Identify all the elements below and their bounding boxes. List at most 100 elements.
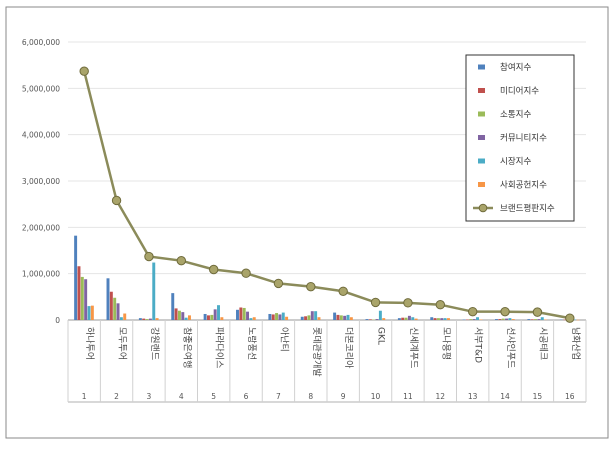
bar xyxy=(479,319,483,321)
x-category-number: 7 xyxy=(276,392,281,401)
bar xyxy=(87,306,91,320)
legend-swatch xyxy=(478,135,485,140)
bar xyxy=(443,318,447,320)
x-category-label: 참좋은여행 xyxy=(181,327,193,368)
bar xyxy=(382,318,386,320)
line-point xyxy=(273,278,284,289)
line-point xyxy=(370,297,381,308)
legend-swatch xyxy=(478,158,485,164)
y-axis: 0 1,000,000 2,000,000 3,000,000 4,000,000 5,0… xyxy=(22,38,60,325)
bar xyxy=(476,317,479,320)
bar xyxy=(333,312,337,320)
bar xyxy=(440,318,444,320)
x-category-number: 10 xyxy=(371,392,381,401)
bar xyxy=(573,319,577,321)
x-category-number: 8 xyxy=(308,392,313,401)
x-category-number: 14 xyxy=(500,392,510,401)
bar xyxy=(210,314,214,320)
bar xyxy=(378,310,382,320)
x-category-label: 서부T&D xyxy=(473,327,484,363)
x-category-number: 1 xyxy=(82,392,87,401)
line-point xyxy=(111,195,122,206)
bar xyxy=(304,316,308,320)
x-category-label: 파라다이스 xyxy=(214,327,225,368)
legend-marker xyxy=(478,203,488,213)
bar xyxy=(220,317,224,320)
x-category-label: 더본코리아 xyxy=(343,327,354,369)
y-tick-label: 2,000,000 xyxy=(22,223,60,232)
bar xyxy=(203,313,207,320)
bar xyxy=(534,319,538,320)
bar xyxy=(339,315,343,320)
x-category-label: 아난티 xyxy=(278,327,289,352)
bar xyxy=(181,312,185,320)
bar xyxy=(540,317,544,320)
x-category-number: 9 xyxy=(341,392,346,401)
x-category-label: 모두투어 xyxy=(117,327,128,360)
bar xyxy=(530,319,534,320)
bar xyxy=(436,318,440,320)
x-category-number: 4 xyxy=(179,392,184,401)
bar xyxy=(375,319,379,320)
bar xyxy=(236,309,239,320)
bar xyxy=(119,317,123,320)
bar xyxy=(407,315,411,320)
bar xyxy=(145,319,149,320)
legend-label: 미디어지수 xyxy=(500,86,539,97)
line-point xyxy=(435,300,446,310)
bar xyxy=(278,314,282,320)
bar xyxy=(343,315,347,320)
line-point xyxy=(467,306,478,317)
x-category-label: GKL xyxy=(376,327,386,345)
bar xyxy=(404,317,408,320)
bar xyxy=(447,318,450,320)
y-tick-label: 1,000,000 xyxy=(22,270,60,279)
y-tick-label: 0 xyxy=(55,316,60,325)
x-category-label: 신세계푸드 xyxy=(408,327,420,368)
bar-series xyxy=(74,235,580,321)
x-category-number: 12 xyxy=(436,392,446,401)
bar xyxy=(300,316,304,320)
x-category-number: 5 xyxy=(211,392,216,401)
x-category-label: 선샤인푸드 xyxy=(505,327,516,368)
y-tick-label: 6,000,000 xyxy=(22,38,60,47)
bar xyxy=(317,317,321,320)
bar xyxy=(84,279,88,320)
line-point xyxy=(500,306,510,317)
bar xyxy=(349,317,353,320)
bar xyxy=(116,303,120,320)
bar xyxy=(527,319,531,320)
bar xyxy=(213,309,217,320)
bar xyxy=(430,317,434,320)
bar xyxy=(177,310,181,320)
bar xyxy=(281,312,285,320)
bar xyxy=(401,317,405,320)
bar xyxy=(310,311,314,320)
x-category-label: 남화산업 xyxy=(570,327,581,360)
line-series xyxy=(79,66,575,323)
bar xyxy=(106,278,110,320)
x-category-number: 13 xyxy=(468,392,478,401)
bar xyxy=(184,317,188,320)
bar xyxy=(501,318,505,320)
x-category-label: 노랑풍선 xyxy=(246,327,258,360)
bar xyxy=(433,318,437,320)
line-point xyxy=(79,66,89,76)
bar xyxy=(537,319,541,320)
bar xyxy=(508,318,512,320)
legend-swatch xyxy=(478,182,485,187)
bar xyxy=(576,319,580,321)
bar xyxy=(206,315,210,320)
bar xyxy=(271,314,275,320)
line-point xyxy=(208,264,219,275)
x-axis: 하나투어 1 모두투어 2 강원랜드 3 참좋은여행 4 파라다이스 5 노랑풍선 6 아난티 7 롯데관광… xyxy=(67,320,587,403)
line-point xyxy=(532,307,543,317)
bar xyxy=(365,319,369,320)
line-point xyxy=(144,251,154,262)
line-point xyxy=(176,255,187,266)
bar xyxy=(249,318,253,320)
legend-label: 시장지수 xyxy=(500,156,531,167)
x-category-number: 15 xyxy=(533,392,543,401)
bar xyxy=(414,318,418,320)
